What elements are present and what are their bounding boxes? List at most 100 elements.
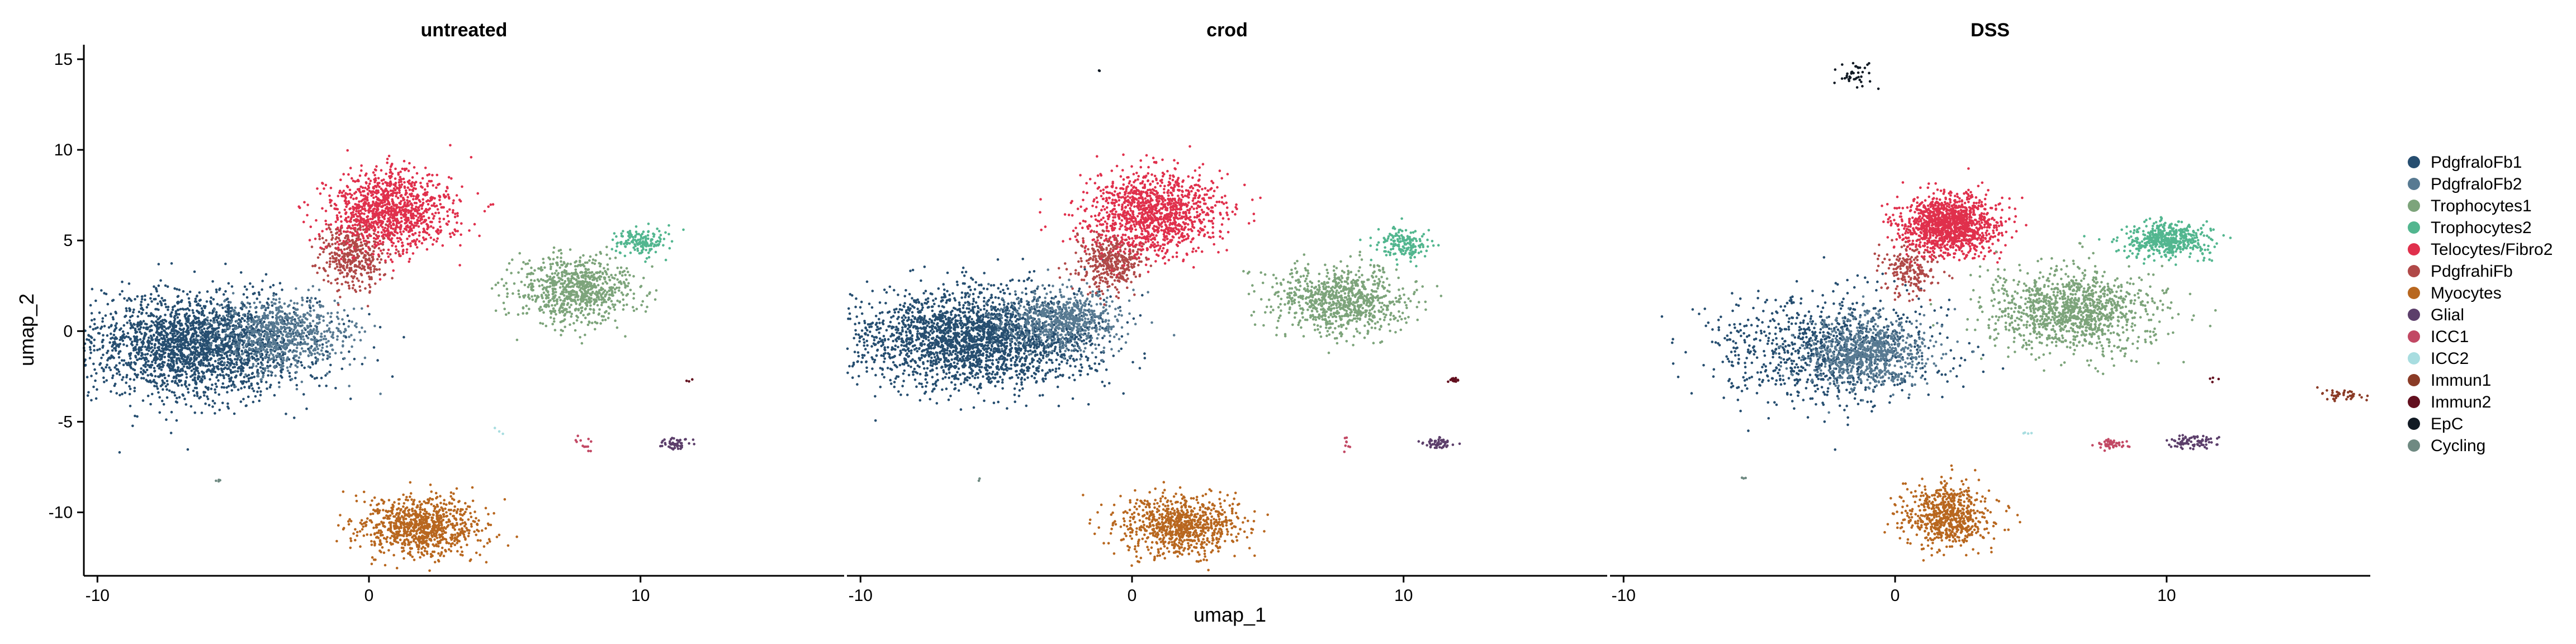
cell-point — [89, 304, 92, 307]
cell-point — [256, 390, 259, 394]
cell-point — [517, 289, 520, 292]
cell-point — [237, 311, 240, 315]
cell-point — [112, 333, 116, 337]
cell-point — [325, 345, 329, 348]
cell-point — [274, 341, 277, 344]
cell-point — [109, 368, 112, 371]
cell-point — [125, 376, 128, 378]
cell-point — [419, 182, 422, 184]
cell-point — [264, 326, 267, 329]
cell-point — [122, 324, 126, 327]
cell-point — [396, 219, 399, 222]
cell-point — [230, 384, 233, 387]
cell-point — [337, 303, 340, 306]
cell-point — [234, 349, 237, 353]
cell-point — [193, 376, 196, 379]
cell-point — [356, 277, 359, 280]
cell-point — [296, 361, 299, 364]
cell-point — [285, 326, 287, 330]
cell-point — [435, 186, 438, 190]
cell-point — [176, 316, 179, 319]
cell-point — [426, 191, 429, 194]
cell-point — [157, 284, 160, 287]
cell-point — [257, 382, 259, 386]
cell-point — [245, 306, 248, 309]
cell-point — [361, 326, 363, 329]
cell-point — [409, 242, 412, 245]
cell-point — [215, 311, 218, 314]
cell-point — [209, 353, 211, 356]
cell-point — [229, 362, 233, 365]
cell-point — [324, 338, 328, 340]
cell-point — [171, 380, 174, 383]
cell-point — [329, 204, 333, 207]
cell-point — [335, 265, 339, 268]
cell-point — [285, 413, 287, 415]
cell-point — [418, 231, 421, 234]
cell-point — [144, 323, 147, 325]
cell-point — [337, 247, 340, 250]
cell-point — [310, 245, 314, 248]
cell-point — [348, 267, 351, 269]
cell-point — [308, 304, 311, 307]
cell-point — [145, 368, 149, 372]
cell-point — [159, 300, 162, 303]
cell-point — [202, 364, 205, 367]
cell-point — [288, 312, 291, 315]
cell-point — [162, 344, 165, 347]
cell-point — [253, 336, 257, 339]
cell-point — [382, 273, 386, 277]
cell-point — [262, 376, 264, 378]
cell-point — [224, 318, 226, 321]
cell-point — [189, 324, 192, 328]
cell-point — [118, 451, 121, 454]
cell-point — [227, 407, 230, 410]
cell-point — [375, 268, 378, 271]
cell-point — [206, 397, 210, 400]
cell-point — [272, 294, 275, 297]
cell-point — [328, 355, 331, 358]
cell-point — [438, 217, 441, 220]
cell-point — [269, 383, 272, 386]
cell-point — [598, 308, 601, 311]
cell-point — [556, 300, 558, 303]
cell-point — [408, 210, 411, 212]
cell-point — [245, 344, 248, 347]
cell-point — [122, 376, 125, 379]
cell-point — [113, 340, 116, 343]
cell-point — [351, 320, 353, 323]
cell-point — [235, 374, 238, 377]
cell-point — [130, 361, 133, 364]
cell-point — [216, 373, 219, 377]
cell-point — [253, 375, 256, 378]
cell-point — [409, 244, 412, 248]
cell-point — [518, 296, 521, 299]
cell-point — [239, 367, 242, 370]
cell-point — [186, 366, 189, 370]
cell-point — [201, 309, 205, 312]
cell-point — [339, 215, 343, 218]
cell-point — [297, 356, 301, 359]
cell-point — [329, 223, 333, 226]
cell-point — [179, 340, 182, 343]
cell-point — [264, 367, 267, 370]
cell-point — [178, 335, 181, 338]
cell-point — [314, 297, 317, 300]
cell-point — [233, 313, 235, 316]
cell-point — [325, 222, 328, 226]
cell-point — [395, 195, 397, 198]
cell-point — [314, 238, 317, 240]
cell-point — [122, 343, 125, 346]
cell-point — [264, 307, 268, 310]
cell-point — [103, 381, 106, 383]
cell-point — [338, 233, 341, 236]
cell-point — [176, 301, 179, 304]
cell-point — [345, 247, 349, 250]
cell-point — [239, 358, 242, 362]
cell-point — [234, 325, 236, 329]
cell-point — [381, 252, 383, 255]
cell-point — [353, 358, 356, 361]
cell-point — [214, 391, 217, 394]
cell-point — [551, 323, 554, 325]
cell-point — [119, 293, 121, 296]
